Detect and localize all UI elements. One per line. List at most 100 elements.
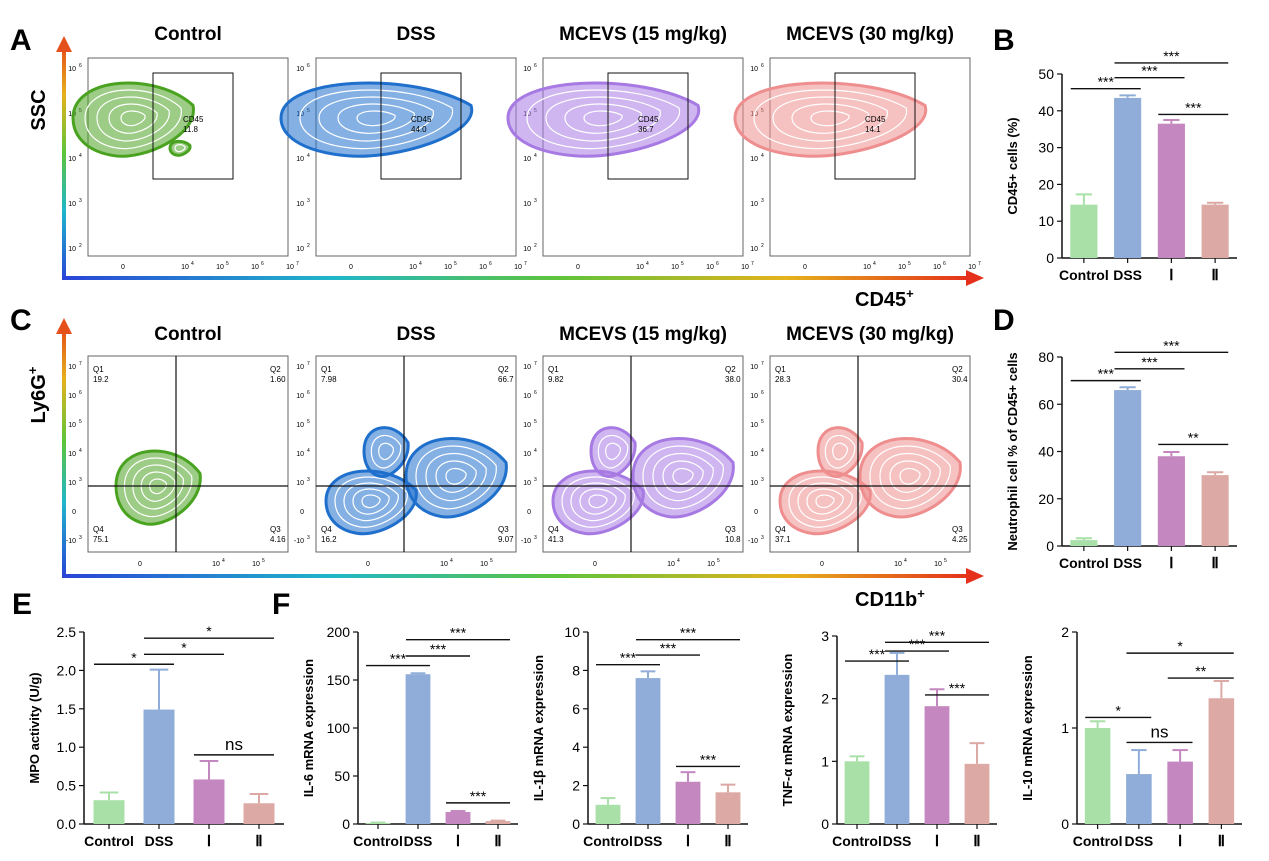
flow-a-contour <box>299 89 453 150</box>
flow-a-contour <box>564 103 642 134</box>
flow-c-contour <box>899 467 921 485</box>
y-tick-label: 2.0 <box>57 662 77 678</box>
panel-letter-e: E <box>12 588 32 621</box>
flow-c-quadrant-name: Q3 <box>270 525 281 534</box>
flow-a-gate-name: CD45 <box>411 115 432 124</box>
bar <box>635 678 661 824</box>
flow-c-quadrant-value: 9.07 <box>498 535 514 544</box>
flow-c-contour <box>114 449 202 526</box>
flow-c-contour <box>797 482 853 522</box>
flow-c-y-tick-exp: 6 <box>534 390 537 396</box>
x-tick-label: Ⅰ <box>1178 833 1182 850</box>
x-tick-label: Control <box>1059 555 1109 571</box>
bar <box>1201 204 1229 258</box>
flow-c-y-tick-exp: 4 <box>534 448 537 454</box>
flow-c-x-tick: 10 <box>212 561 220 568</box>
flow-c-quadrant-name: Q2 <box>270 365 281 374</box>
flow-a-x-tick: 10 <box>479 264 487 271</box>
flow-c-y-tick: 10 <box>68 480 76 487</box>
flow-a-x-label: CD45+ <box>855 286 914 311</box>
flow-c-y-tick: 10 <box>523 480 531 487</box>
flow-a-y-tick: 10 <box>523 201 531 208</box>
significance-label: *** <box>1163 48 1180 64</box>
flow-a-contour <box>96 96 170 142</box>
flow-c-contour <box>858 437 962 519</box>
bar <box>1157 456 1185 546</box>
y-tick-label: 40 <box>1038 103 1054 119</box>
flow-a-plot-frame <box>315 57 517 257</box>
flow-a-y-tick: 10 <box>750 156 758 163</box>
flow-c-axes <box>56 318 984 584</box>
flow-c-y-tick: 10 <box>296 393 304 400</box>
bar <box>143 709 175 824</box>
y-tick-label: 60 <box>1038 396 1054 412</box>
flow-c-contour <box>570 482 626 522</box>
y-tick-label: 2 <box>1061 624 1069 640</box>
flow-a-x-tick: 10 <box>444 264 452 271</box>
flow-c-quadrant-name: Q1 <box>548 365 559 374</box>
flow-a-y-tick: 10 <box>750 201 758 208</box>
flow-a-axes <box>56 36 984 286</box>
flow-c-y-tick-exp: 7 <box>534 361 537 367</box>
flow-c-x-tick-exp: 4 <box>677 558 680 564</box>
flow-a-contour <box>545 96 661 142</box>
y-tick-label: 1 <box>1061 720 1069 736</box>
flow-c-contour <box>588 494 608 509</box>
significance-label: *** <box>1185 99 1202 115</box>
bar <box>193 779 225 824</box>
flow-a-y-tick: 10 <box>750 66 758 73</box>
x-tick-label: Ⅱ <box>724 833 731 850</box>
flow-c-y-tick: 10 <box>68 422 76 429</box>
flow-c-x-tick: 10 <box>894 561 902 568</box>
bar <box>93 800 125 824</box>
flow-c-x-tick: 0 <box>593 561 597 568</box>
flow-c-x-tick-exp: 5 <box>262 558 265 564</box>
flow-a-contour <box>356 110 396 127</box>
bar <box>675 781 701 824</box>
flow-c-contour <box>123 457 193 518</box>
flow-c-y-tick: 10 <box>750 422 758 429</box>
flow-a-y-tick: 10 <box>68 246 76 253</box>
significance-label: * <box>131 649 137 665</box>
flow-c-y-label-main: Ly6G <box>28 374 50 423</box>
flow-a-x-tick-exp: 7 <box>978 261 981 267</box>
flow-c-y-tick: -10 <box>66 538 76 545</box>
flow-c-quadrant-name: Q2 <box>498 365 509 374</box>
flow-a-y-label: SSC <box>28 89 50 130</box>
flow-c-quadrant-name: Q4 <box>548 525 559 534</box>
x-tick-label: Ⅱ <box>1211 555 1218 572</box>
bar-chart-d: 0 20 40 60 80 Neutrophil cell % of CD45+ cell… <box>1005 337 1237 572</box>
bar-chart-b: 0 10 20 30 40 50 CD45+ cells (%) Control DSS Ⅰ Ⅱ **… <box>1005 48 1237 284</box>
flow-c-y-label-sup: + <box>25 366 40 374</box>
flow-a-x-tick-exp: 4 <box>873 261 876 267</box>
flow-c-x-tick: 0 <box>138 561 142 568</box>
y-tick-label: 20 <box>1038 491 1054 507</box>
flow-c-quadrant-value: 4.16 <box>270 535 286 544</box>
flow-a-x-label-main: CD45 <box>855 289 906 311</box>
flow-c-contour <box>652 453 714 502</box>
flow-a-y-tick: 10 <box>523 156 531 163</box>
flow-a-x-tick: 10 <box>706 264 714 271</box>
flow-a-y-tick: 10 <box>523 66 531 73</box>
flow-a-y-tick-exp: 2 <box>307 243 310 249</box>
flow-c-title: DSS <box>396 324 435 345</box>
flow-c-title: Control <box>154 324 222 345</box>
y-tick-label: 0 <box>1046 538 1054 554</box>
flow-a-y-tick: 10 <box>296 201 304 208</box>
flow-c-contour <box>579 488 617 515</box>
x-tick-label: Ⅱ <box>1218 833 1225 850</box>
flow-a-gate <box>380 72 462 180</box>
flow-c-title: MCEVS (15 mg/kg) <box>559 324 727 345</box>
y-tick-label: 200 <box>327 624 351 640</box>
flow-c-y-tick-exp: 3 <box>79 535 82 541</box>
flow-a-gate-name: CD45 <box>183 115 204 124</box>
flow-c-y-tick-exp: 4 <box>761 448 764 454</box>
bar <box>964 763 990 824</box>
flow-c-y-tick-exp: 6 <box>307 390 310 396</box>
flow-a-contour <box>733 81 928 158</box>
y-tick-label: 100 <box>327 720 351 736</box>
bar <box>884 674 910 824</box>
x-tick-label: Control <box>353 833 403 849</box>
